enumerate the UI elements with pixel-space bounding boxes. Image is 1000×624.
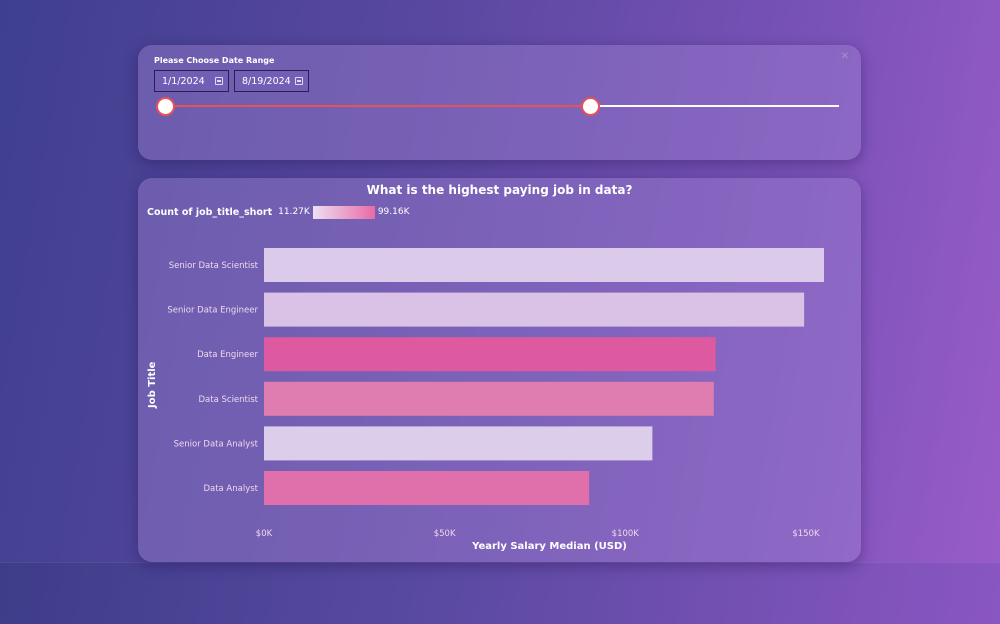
slider-selected-range [166,105,592,107]
calendar-icon[interactable] [295,77,303,85]
bar-senior-data-engineer[interactable] [264,292,805,327]
legend-gradient [312,205,375,219]
legend-max-label: 99.16K [377,207,410,217]
category-label: Senior Data Engineer [167,306,258,316]
close-icon[interactable]: ✕ [840,51,849,62]
start-date-input[interactable]: 1/1/2024 [154,70,229,92]
bar-data-analyst[interactable] [264,471,590,505]
x-tick-label: $100K [612,529,640,539]
category-label: Data Analyst [203,484,258,494]
legend-min-label: 11.27K [278,207,310,217]
legend-title: Count of job_title_short [147,206,273,218]
calendar-icon[interactable] [215,77,223,85]
x-tick-label: $150K [792,529,820,539]
end-date-input[interactable]: 8/19/2024 [234,70,309,92]
date-range-slicer: Please Choose Date Range ✕ 1/1/2024 8/19… [138,45,861,160]
slicer-title: Please Choose Date Range [154,56,275,65]
page-footer-band [0,562,1000,624]
category-label: Senior Data Scientist [169,261,259,271]
chart-title: What is the highest paying job in data? [366,183,633,197]
bar-data-engineer[interactable] [264,337,716,372]
x-tick-label: $0K [256,529,273,539]
salary-bar-chart: What is the highest paying job in data? … [138,178,861,562]
category-label: Data Engineer [197,350,258,360]
color-legend: Count of job_title_short 11.27K 99.16K [147,205,409,219]
bar-data-scientist[interactable] [264,381,714,416]
slider-end-handle[interactable] [581,97,601,116]
category-label: Senior Data Analyst [174,439,259,449]
bar-senior-data-analyst[interactable] [264,426,653,461]
x-tick-label: $50K [434,529,456,539]
x-axis-label: Yearly Salary Median (USD) [472,541,627,552]
start-date-value: 1/1/2024 [162,76,205,87]
bar-senior-data-scientist[interactable] [264,248,824,282]
chart-plot-area: Senior Data Scientist Senior Data Enginee… [167,248,824,539]
category-label: Data Scientist [199,395,259,405]
end-date-value: 8/19/2024 [242,76,291,87]
slider-start-handle[interactable] [156,97,175,116]
